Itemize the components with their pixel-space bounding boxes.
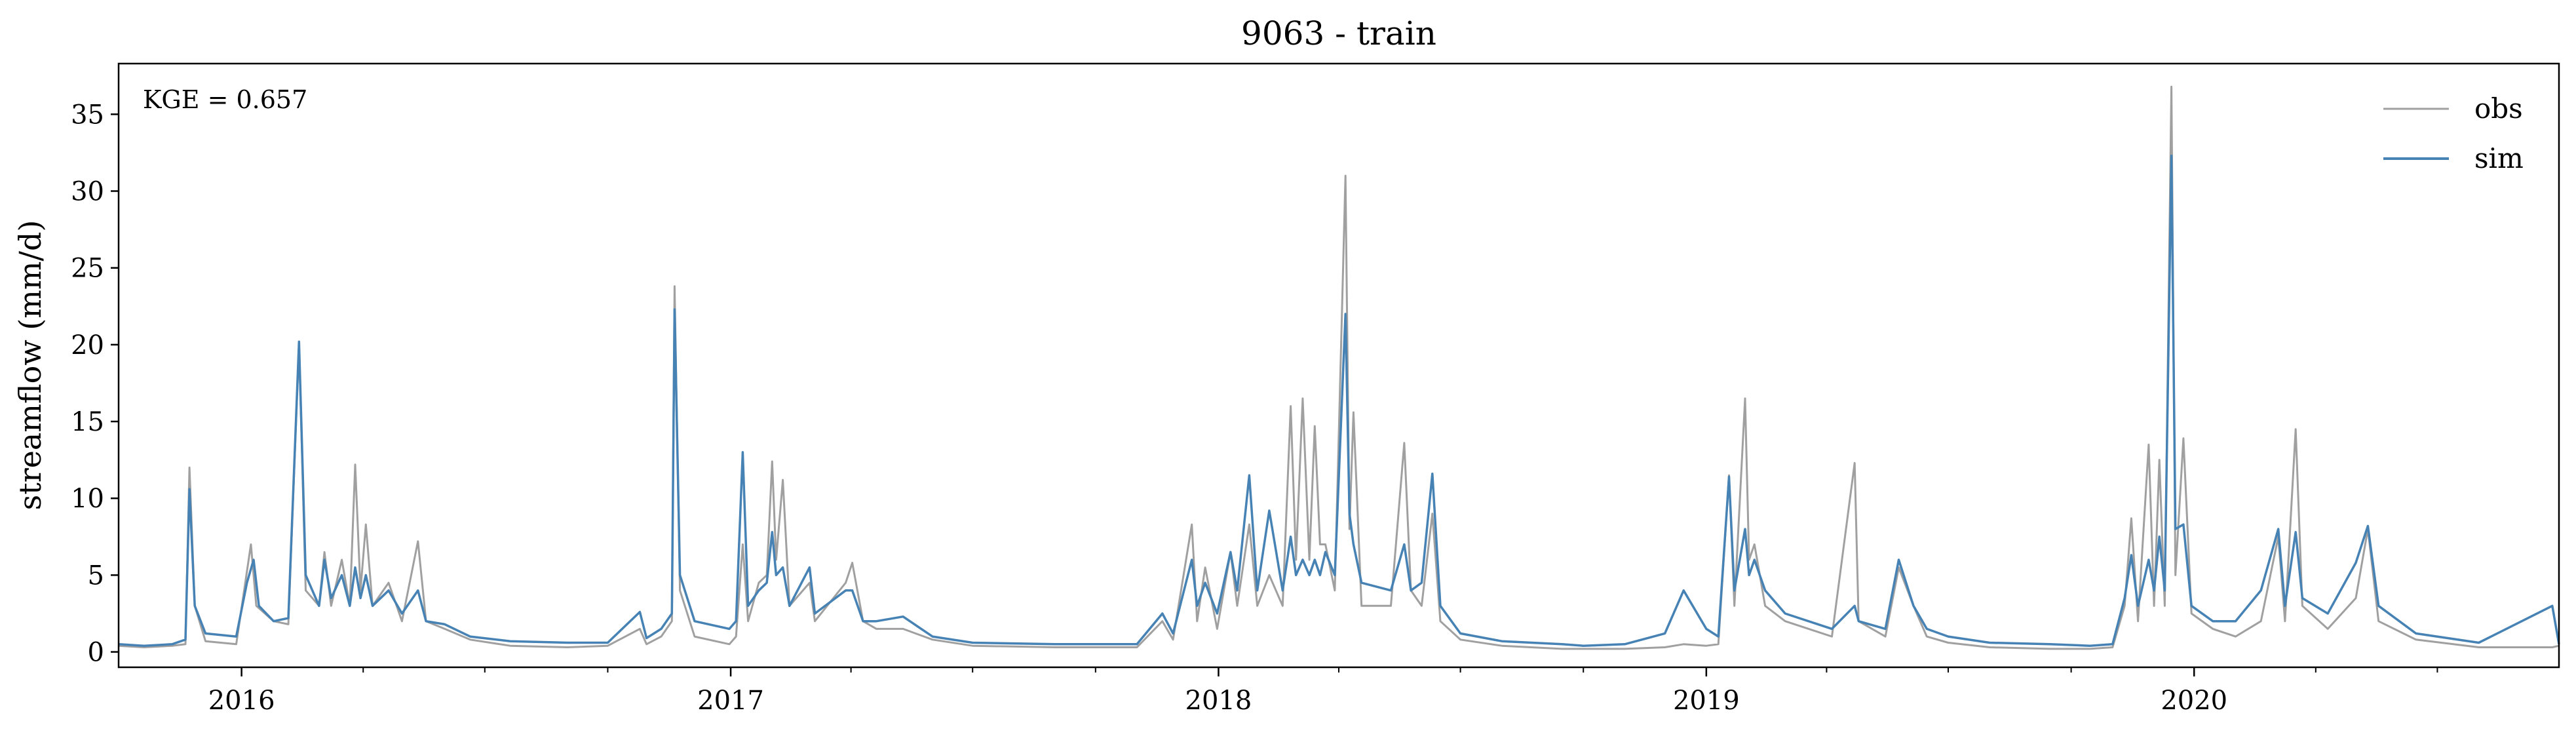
y-tick-label: 35 bbox=[71, 100, 104, 130]
y-tick-label: 30 bbox=[71, 177, 104, 207]
y-axis-label: streamflow (mm/d) bbox=[12, 220, 48, 511]
series-line-sim bbox=[118, 154, 2560, 647]
x-tick-label: 2017 bbox=[697, 686, 764, 716]
series-layer bbox=[118, 85, 2560, 650]
y-tick-label: 15 bbox=[71, 407, 104, 437]
chart-title: 9063 - train bbox=[1241, 14, 1436, 52]
x-tick-label: 2020 bbox=[2161, 686, 2227, 716]
x-axis: 2016 2017 2018 2019 2020 bbox=[208, 667, 2438, 716]
kge-annotation: KGE = 0.657 bbox=[143, 85, 307, 114]
x-tick-label: 2019 bbox=[1673, 686, 1740, 716]
legend-sim-label: sim bbox=[2474, 142, 2524, 174]
y-tick-label: 5 bbox=[88, 560, 104, 591]
y-tick-label: 10 bbox=[71, 484, 104, 514]
series-line-obs bbox=[118, 85, 2560, 650]
x-tick-label: 2018 bbox=[1185, 686, 1252, 716]
y-tick-label: 0 bbox=[88, 638, 104, 668]
y-tick-label: 25 bbox=[71, 254, 104, 284]
legend-obs-label: obs bbox=[2474, 92, 2523, 125]
legend: obs sim bbox=[2383, 92, 2524, 174]
y-tick-label: 20 bbox=[71, 330, 104, 361]
x-tick-label: 2016 bbox=[208, 686, 275, 716]
y-axis: 0 5 10 15 20 25 30 35 bbox=[71, 100, 119, 668]
